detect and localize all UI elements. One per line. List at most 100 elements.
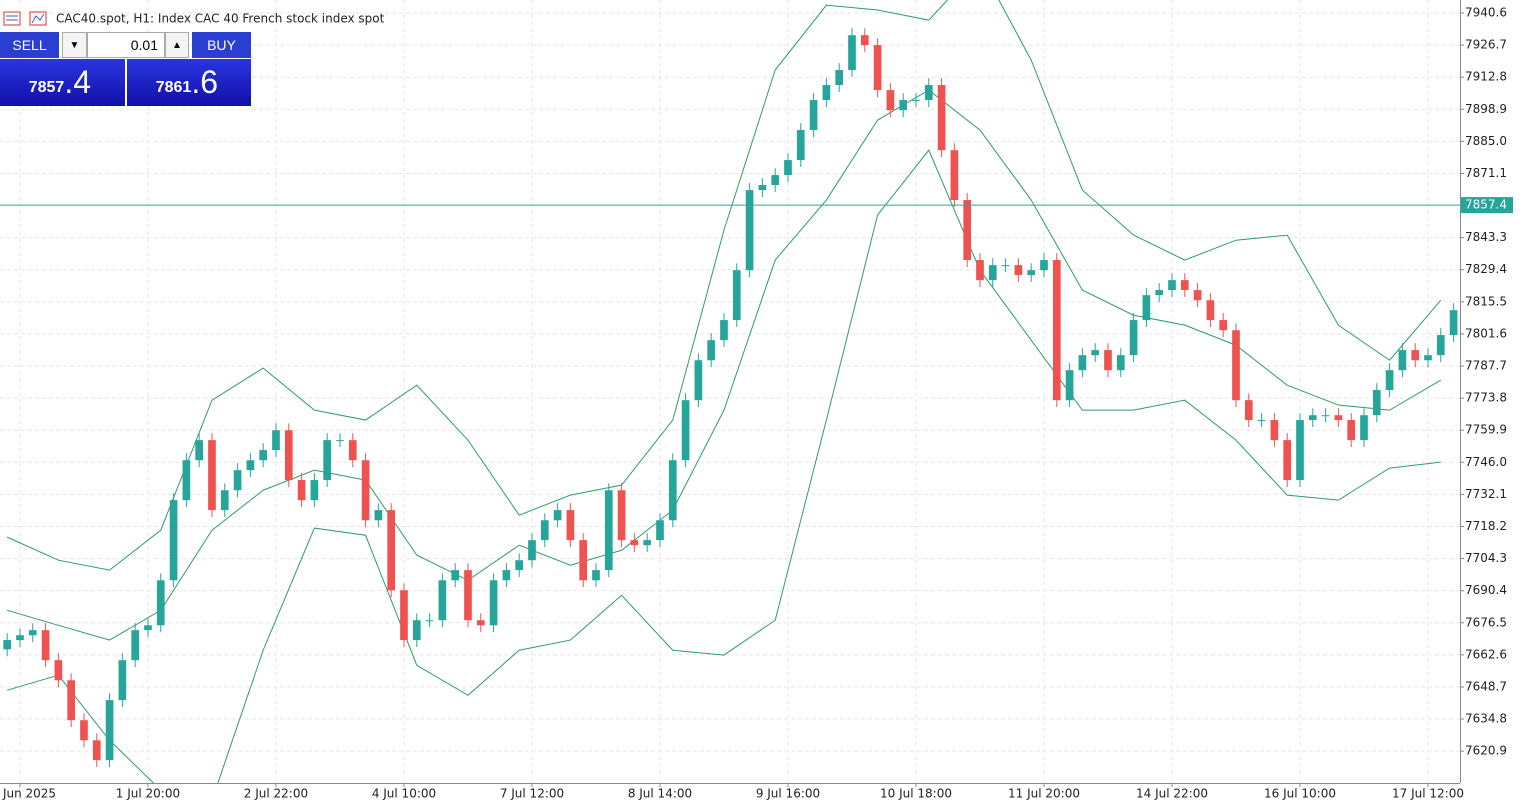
- y-tick-label: 7787.7: [1465, 359, 1507, 373]
- bollinger-lower: [7, 149, 1441, 783]
- candle-body: [1334, 415, 1343, 421]
- candle-body: [796, 130, 805, 161]
- candle-body: [451, 570, 460, 581]
- y-tick-label: 7940.6: [1465, 6, 1507, 20]
- candle-body: [937, 85, 946, 151]
- price-tag-label: 7857.4: [1465, 198, 1507, 212]
- candle-body: [592, 570, 600, 581]
- y-tick-label: 7773.8: [1465, 391, 1507, 405]
- volume-up[interactable]: ▲: [165, 32, 189, 58]
- candle-body: [745, 190, 754, 271]
- candle-body: [1321, 415, 1330, 417]
- buy-price[interactable]: 7861.6: [127, 59, 251, 106]
- candle-body: [105, 700, 114, 761]
- icon: [3, 11, 21, 26]
- candle-body: [1308, 415, 1317, 421]
- x-tick-label: 7 Jul 12:00: [500, 787, 564, 801]
- candle-body: [1360, 415, 1368, 441]
- y-tick-label: 7676.5: [1465, 615, 1507, 629]
- candle-body: [963, 200, 972, 261]
- candle-body: [1091, 350, 1100, 356]
- candle-body: [860, 35, 869, 46]
- candle-body: [924, 85, 933, 101]
- y-tick-label: 7620.9: [1465, 744, 1507, 758]
- sell-button[interactable]: SELL: [0, 32, 59, 58]
- candle-body: [1065, 370, 1074, 401]
- candle-body: [1347, 420, 1356, 441]
- candle-body: [1398, 350, 1407, 371]
- candle-body: [553, 510, 562, 521]
- candle-body: [771, 175, 780, 186]
- price-tag: [1461, 197, 1513, 214]
- candle-body: [284, 430, 293, 481]
- y-tick-label: 7898.9: [1465, 102, 1507, 116]
- candle-body: [438, 580, 447, 621]
- candle-body: [579, 540, 588, 581]
- candle-body: [732, 270, 741, 321]
- candle-body: [323, 440, 332, 481]
- candle-body: [630, 540, 639, 546]
- candle-body: [848, 35, 856, 71]
- candle-body: [246, 460, 255, 471]
- candle-body: [336, 440, 344, 442]
- buy-price-small: .6: [191, 64, 218, 100]
- x-tick-label: 10 Jul 18:00: [880, 787, 952, 801]
- candle-body: [374, 510, 383, 521]
- candle-body: [707, 340, 716, 361]
- candle-body: [182, 460, 191, 501]
- y-tick-label: 7815.5: [1465, 294, 1507, 308]
- candle-body: [476, 620, 485, 626]
- x-tick-label: 8 Jul 14:00: [628, 787, 692, 801]
- volume-input[interactable]: 0.01: [87, 32, 165, 58]
- candle-body: [1040, 260, 1048, 271]
- candle-body: [144, 625, 152, 631]
- candle-body: [668, 460, 677, 521]
- x-tick-label: 11 Jul 20:00: [1008, 787, 1080, 801]
- candle-body: [784, 160, 792, 176]
- candle-body: [886, 90, 895, 111]
- candle-body: [1116, 355, 1125, 371]
- candle-body: [617, 490, 626, 541]
- candle-body: [873, 45, 882, 91]
- y-tick-label: 7732.1: [1465, 487, 1507, 501]
- candle-body: [1449, 310, 1458, 336]
- candle-body: [515, 560, 524, 571]
- candle-body: [1001, 265, 1010, 267]
- candle-body: [1104, 350, 1112, 371]
- candle-body: [822, 85, 831, 101]
- candle-body: [950, 150, 959, 201]
- candle-body: [1078, 355, 1087, 371]
- candle-body: [412, 620, 421, 641]
- sell-price[interactable]: 7857.4: [0, 59, 125, 106]
- candle-body: [1244, 400, 1253, 421]
- y-tick-label: 7843.3: [1465, 230, 1507, 244]
- candle-body: [400, 590, 408, 641]
- candle-body: [425, 620, 434, 622]
- candle-body: [1155, 290, 1164, 296]
- candle-body: [1232, 330, 1240, 401]
- candle-body: [1219, 320, 1228, 331]
- candle-body: [1180, 280, 1189, 291]
- candle-body: [1270, 420, 1279, 441]
- buy-button[interactable]: BUY: [192, 32, 251, 58]
- candle-body: [169, 500, 178, 581]
- candle-body: [489, 580, 498, 626]
- x-tick-label: 14 Jul 22:00: [1136, 787, 1208, 801]
- candle-body: [272, 430, 280, 451]
- candle-body: [540, 520, 549, 541]
- candle-body: [156, 580, 165, 626]
- y-tick-label: 7662.6: [1465, 647, 1507, 661]
- y-tick-label: 7912.8: [1465, 70, 1507, 84]
- candle-body: [1014, 265, 1023, 276]
- candle-body: [1142, 295, 1151, 321]
- candle-body: [694, 360, 703, 401]
- candle-body: [566, 510, 575, 541]
- candle-body: [1129, 320, 1138, 356]
- candle-body: [502, 570, 511, 581]
- sell-price-big: 7857: [28, 78, 65, 96]
- y-tick-label: 7634.8: [1465, 712, 1507, 726]
- y-tick-label: 7801.6: [1465, 326, 1507, 340]
- candle-body: [899, 100, 908, 111]
- volume-down[interactable]: ▼: [62, 32, 87, 58]
- grid: [0, 0, 1460, 783]
